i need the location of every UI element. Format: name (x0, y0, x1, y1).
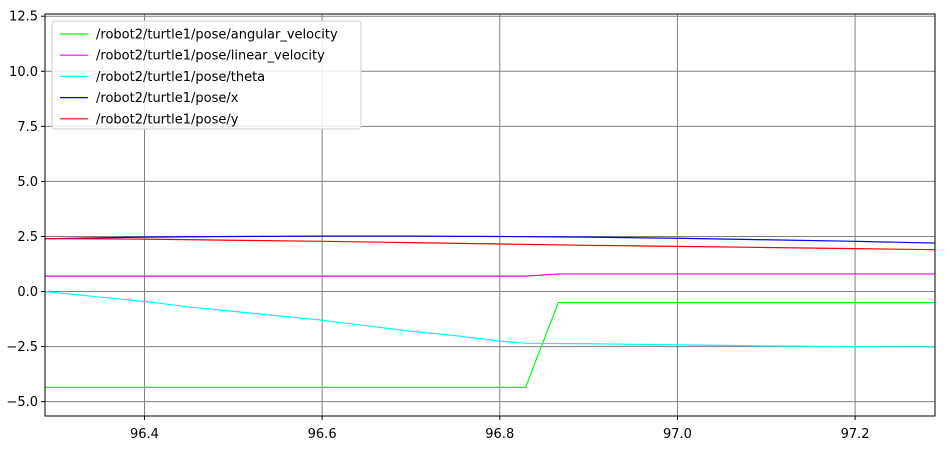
legend-label-x: /robot2/turtle1/pose/x (96, 91, 239, 106)
axis-ticks: 96.4 96.6 96.8 97.0 97.2 −5.0 −2.5 0.0 2.5 5.0 7.5… (6, 10, 869, 442)
y-tick-label: 12.5 (9, 10, 38, 25)
legend-label-linear-velocity: /robot2/turtle1/pose/linear_velocity (96, 49, 325, 64)
y-tick-label: −5.0 (6, 395, 38, 410)
y-tick-label: 0.0 (17, 285, 38, 300)
y-tick-label: 7.5 (17, 120, 38, 135)
plot-frame (44, 13, 936, 417)
x-tick-label: 96.6 (308, 427, 337, 442)
y-tick-label: 5.0 (17, 175, 38, 190)
legend-label-y: /robot2/turtle1/pose/y (96, 112, 239, 127)
y-tick-label: 2.5 (17, 230, 38, 245)
legend-label-theta: /robot2/turtle1/pose/theta (96, 70, 265, 85)
series-line-linear-velocity (45, 273, 935, 277)
series-lines (45, 235, 935, 388)
series-line-angular-velocity (45, 301, 935, 388)
x-tick-label: 96.4 (130, 427, 159, 442)
series-line-x (45, 235, 935, 244)
legend: /robot2/turtle1/pose/angular_velocity/ro… (51, 20, 362, 130)
legend-box (51, 20, 362, 130)
series-line-theta (45, 290, 935, 348)
y-tick-label: −2.5 (6, 340, 38, 355)
legend-label-angular-velocity: /robot2/turtle1/pose/angular_velocity (96, 28, 338, 43)
x-tick-label: 97.2 (841, 427, 870, 442)
series-line-y (45, 238, 935, 251)
x-tick-label: 96.8 (485, 427, 514, 442)
x-tick-label: 97.0 (663, 427, 692, 442)
y-tick-label: 10.0 (9, 65, 38, 80)
